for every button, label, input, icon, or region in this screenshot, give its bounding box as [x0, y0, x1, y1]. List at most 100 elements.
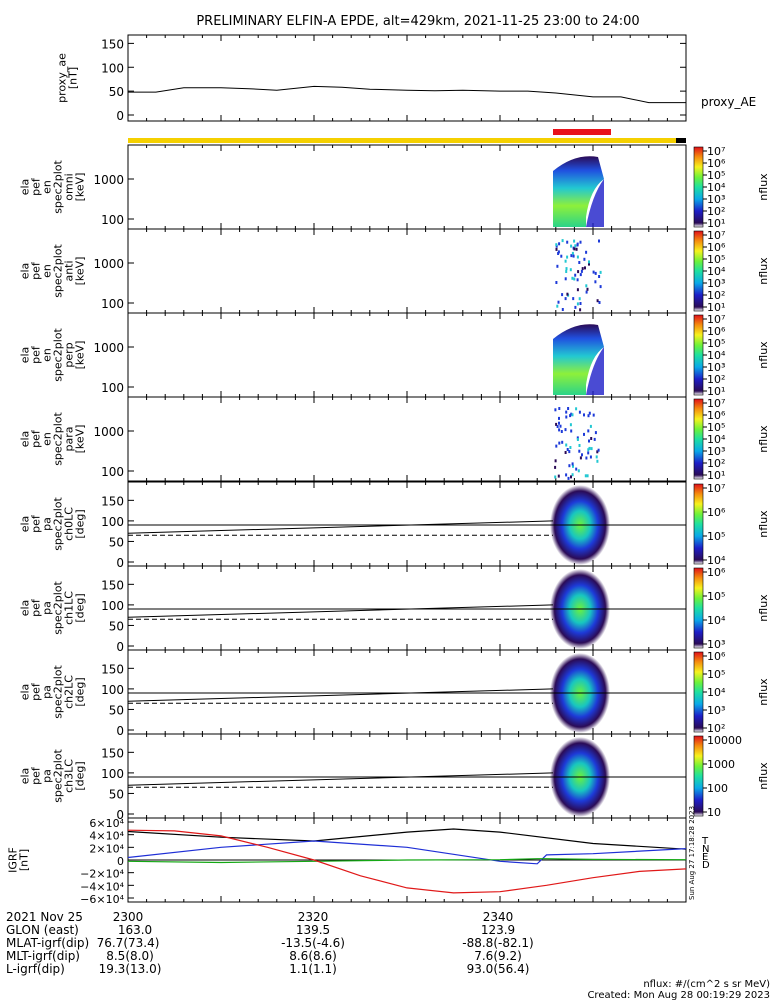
colorbar-tick-label: 10³	[707, 193, 725, 206]
spectrogram-pixel	[558, 242, 561, 246]
panels-group: 050100150proxy_AEproxy_ae[nT]1001000elap…	[7, 34, 770, 906]
colorbar-tick-label: 10000	[707, 734, 742, 747]
y-axis-label: pef	[30, 514, 43, 533]
spectrogram-pixel	[569, 423, 572, 427]
colorbar-tick-label: 10²	[707, 722, 725, 735]
spectrogram-pixel	[576, 278, 579, 282]
colorbar-label: nflux	[757, 341, 770, 369]
tick-value: 139.5	[296, 923, 330, 937]
spectrogram-pixel	[587, 448, 590, 452]
spectrogram-pixel	[565, 410, 568, 414]
y-axis-label: IGRF	[7, 847, 20, 873]
spectrogram-pixel	[556, 264, 559, 268]
y-axis-label: spec2plot	[52, 328, 65, 382]
colorbar	[693, 651, 704, 733]
y-tick-label: 100	[101, 381, 124, 395]
colorbar-tick-label: 10⁷	[707, 397, 725, 410]
spectrogram-pixel	[567, 407, 570, 410]
spectrogram-pixel	[586, 474, 589, 478]
spectrogram-pixel	[576, 436, 579, 440]
y-axis-label: en	[41, 264, 54, 278]
legend-label: N	[702, 844, 709, 855]
spectrogram-pixel	[576, 438, 579, 441]
colorbar-tick-label: 10⁴	[707, 265, 726, 278]
colorbar-tick-label: 10⁵	[707, 530, 725, 543]
colorbar-tick-label: 10⁷	[707, 482, 725, 495]
spectrogram-pixel	[584, 474, 587, 478]
spectrogram-pixel	[558, 416, 560, 420]
spectrogram-pixel	[581, 453, 583, 457]
spectrogram-pixel	[571, 413, 574, 417]
y-tick-label: 0	[116, 556, 124, 570]
y-axis-label: pa	[41, 601, 54, 615]
spectrogram-pixel	[592, 413, 595, 417]
y-tick-label: 50	[109, 535, 124, 549]
spectrogram-pixel	[573, 247, 576, 251]
colorbar-tick-label: 10⁴	[707, 614, 726, 627]
spectrogram-pixel	[585, 250, 588, 254]
spectrogram-panel-anti: 1001000elapefenspec2plotanti[keV]10⁷10⁶1…	[19, 228, 770, 314]
spectrogram-pixel	[572, 464, 574, 468]
tick-row-lshell: L-igrf(dip) 19.3(13.0) 1.1(1.1) 93.0(56.…	[6, 962, 529, 976]
colorbar	[693, 483, 704, 565]
colorbar-tick-label: 10³	[707, 277, 725, 290]
y-tick-label: 0	[116, 109, 124, 123]
y-axis-label: en	[41, 180, 54, 194]
spectrogram-pixel	[556, 304, 559, 308]
y-tick-label: 0	[116, 724, 124, 738]
spectrogram-pixel	[596, 450, 599, 454]
spectrogram-pixel	[561, 293, 564, 297]
spectrogram-pixel	[578, 444, 581, 447]
y-tick-label: 50	[109, 703, 124, 717]
y-axis-label: ch2LC	[63, 675, 76, 709]
spectrogram-pixel	[570, 244, 573, 248]
colorbar-tick-label: 10⁶	[707, 325, 726, 338]
y-axis-label: ela	[19, 347, 32, 364]
colorbar-tick-label: 10⁶	[707, 241, 726, 254]
loss-cone-line	[127, 772, 554, 786]
spectrogram-pixel	[571, 251, 574, 255]
y-tick-label: 1000	[93, 173, 124, 187]
spectrogram-pixel	[570, 412, 573, 416]
colorbar-label: nflux	[757, 762, 770, 790]
spectrogram-pixel	[571, 462, 574, 466]
colorbar-tick-label: 10⁴	[707, 181, 726, 194]
spectrogram-pixel	[574, 305, 577, 309]
colorbar-tick-label: 10⁵	[707, 253, 725, 266]
spectrogram-pixel	[565, 267, 568, 271]
spectrogram-pixel	[564, 297, 567, 301]
colorbar-tick-label: 10⁶	[707, 409, 726, 422]
spectrogram-pixel	[567, 476, 570, 480]
tick-value: 123.9	[481, 923, 515, 937]
spectrogram-pixel	[554, 459, 557, 463]
spectrogram-pixel	[590, 447, 593, 451]
side-stamp: Sun Aug 27 17:18:28 2023	[688, 806, 696, 900]
y-axis-label: ela	[19, 516, 32, 533]
status-bar-end	[676, 138, 686, 143]
spectrogram-pixel	[597, 448, 600, 452]
spectrogram-pixel	[571, 473, 574, 477]
y-axis-label: en	[41, 432, 54, 446]
spectrogram-pixel	[566, 448, 569, 451]
spectrogram-pixel	[565, 415, 568, 419]
colorbar-tick-label: 10¹	[707, 469, 725, 482]
colorbar-tick-label: 10³	[707, 361, 725, 374]
y-tick-label: 1000	[93, 257, 124, 271]
spectrogram-pixel	[594, 271, 597, 275]
y-axis-label: spec2plot	[52, 160, 65, 214]
y-axis-label: pa	[41, 685, 54, 699]
y-axis-label: [keV]	[74, 173, 87, 202]
tick-value: 76.7(73.4)	[97, 936, 160, 950]
y-axis-label: [deg]	[74, 593, 87, 622]
spectrogram-pixel	[585, 290, 588, 294]
spectrogram-pixel	[578, 297, 581, 301]
panel-frame	[127, 34, 687, 122]
spectrogram-pixel	[557, 250, 560, 254]
y-tick-label: 150	[101, 578, 124, 592]
orbit-tick-labels: 2021 Nov 25 2300 2320 2340 GLON (east) 1…	[6, 910, 534, 976]
y-axis-label: ela	[19, 179, 32, 196]
spectrogram-pixel	[579, 302, 582, 305]
spectrogram-pixel	[588, 262, 590, 266]
